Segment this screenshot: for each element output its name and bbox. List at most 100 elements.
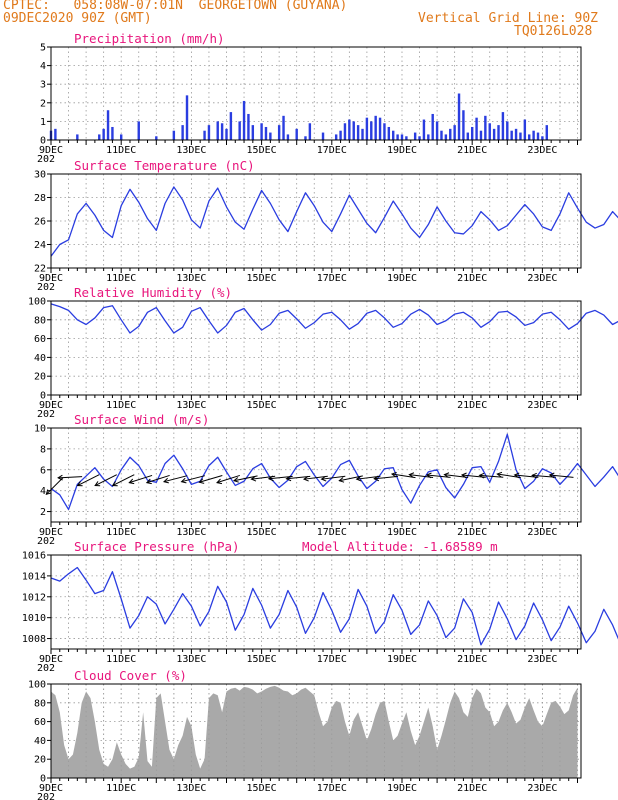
pressure-panel (47, 554, 618, 654)
cloud-xtick-year-cut: 202 (37, 792, 55, 800)
precip-xtick-label: 21DEC (457, 145, 487, 156)
precip-bar (378, 117, 382, 140)
rh-xtick-label: 23DEC (527, 400, 557, 411)
rh-xtick-label: 9DEC (39, 400, 63, 411)
wind-arrow-head (232, 477, 239, 483)
temp-ytick-label: 28 (34, 193, 46, 204)
cloud-xtick-label: 19DEC (387, 783, 417, 794)
cloud-ytick-label: 60 (34, 717, 46, 728)
rh-frame (50, 300, 582, 396)
wind-arrow-head (302, 475, 309, 482)
wind-arrow-head (198, 478, 205, 484)
precip-bar (361, 128, 364, 140)
wind-arrow-shaft (426, 474, 451, 478)
precip-bar (466, 132, 470, 140)
precip-bar (431, 113, 434, 140)
precip-bar (453, 125, 456, 140)
wind-arrow-shaft (77, 474, 100, 486)
rh-ytick-label: 100 (28, 297, 46, 308)
header-location: CPTEC: 058:08W-07:01N GEORGETOWN (GUYANA… (3, 0, 348, 13)
rh-title: Relative Humidity (%) (74, 285, 232, 300)
temp-ytick-label: 26 (34, 217, 46, 228)
wind-xtick-label: 17DEC (317, 527, 347, 538)
temp-xtick-label: 9DEC (39, 273, 63, 284)
precip-bar (111, 126, 114, 140)
wind-arrow-head (94, 481, 101, 487)
wind-arrow-head (216, 478, 223, 485)
cloud-panel (47, 683, 582, 783)
temp-xtick-label: 23DEC (527, 273, 557, 284)
precip-xtick-label: 23DEC (527, 145, 557, 156)
wind-xtick-label: 13DEC (176, 527, 206, 538)
precip-bar (484, 115, 487, 140)
precip-bar (242, 100, 246, 140)
cloud-xtick-label: 17DEC (317, 783, 347, 794)
wind-ytick-label: 8 (40, 444, 46, 455)
cloud-area (51, 685, 578, 778)
temp-ytick-label: 24 (34, 240, 46, 251)
precip-xtick-label: 15DEC (247, 145, 277, 156)
precip-bar (251, 125, 255, 140)
wind-arrow-shaft (146, 474, 170, 484)
wind-arrow-shaft (199, 475, 223, 483)
wind-arrow-head (180, 477, 187, 484)
wind-arrow-shaft (181, 475, 205, 483)
precip-bar (413, 132, 417, 140)
precip-panel (47, 46, 582, 145)
pressure-xtick-label: 15DEC (247, 654, 277, 665)
wind-xtick-label: 23DEC (527, 527, 557, 538)
precip-bar (501, 112, 505, 140)
wind-arrow-shaft (303, 475, 328, 480)
rh-ytick-label: 40 (34, 353, 46, 364)
cloud-ytick-label: 80 (34, 698, 46, 709)
pressure-ytick-label: 1014 (22, 571, 46, 582)
cloud-xtick-label: 9DEC (39, 783, 63, 794)
precip-bar (514, 128, 518, 140)
temp-panel (47, 173, 618, 273)
precip-bar (225, 128, 228, 140)
precip-ytick-label: 3 (40, 80, 46, 91)
precip-bar (400, 134, 404, 140)
precip-bar (282, 115, 285, 140)
precip-bar (321, 132, 325, 140)
precip-bar (106, 110, 110, 140)
precip-xtick-label: 11DEC (106, 145, 136, 156)
precip-bar (76, 134, 79, 140)
precip-bar (449, 128, 452, 140)
wind-arrow-head (355, 475, 362, 482)
precip-bar (295, 128, 298, 140)
precip-bar (277, 125, 281, 140)
precip-bar (470, 126, 474, 140)
wind-arrow-head (478, 472, 485, 479)
precip-bar (343, 123, 347, 140)
precip-bar (181, 125, 184, 140)
precip-bar (457, 93, 461, 140)
wind-arrow-shaft (391, 473, 416, 479)
rh-ytick-label: 80 (34, 315, 46, 326)
temp-xtick-label: 13DEC (176, 273, 206, 284)
precip-bar (220, 123, 224, 140)
pressure-xtick-year-cut: 202 (37, 663, 55, 674)
precip-bar (519, 132, 522, 140)
precip-xtick-label: 9DEC (39, 145, 63, 156)
wind-arrow-head (408, 472, 415, 478)
wind-arrow-head (425, 472, 432, 479)
wind-arrow-head (250, 475, 257, 482)
wind-arrow-head (338, 477, 345, 483)
precip-bar (506, 121, 509, 140)
wind-arrow-head (320, 475, 327, 482)
cloud-xtick-label: 11DEC (106, 783, 136, 794)
rh-xtick-label: 19DEC (387, 400, 417, 411)
wind-arrow-shaft (479, 474, 504, 478)
precip-bar (269, 132, 272, 140)
wind-arrow-head (57, 474, 63, 481)
wind-xtick-label: 21DEC (457, 527, 487, 538)
wind-xtick-label: 9DEC (39, 527, 63, 538)
pressure-ytick-label: 1008 (22, 634, 46, 645)
precip-bar (510, 130, 513, 140)
precip-bar (392, 130, 395, 140)
temp-xtick-label: 19DEC (387, 273, 417, 284)
temp-ytick-label: 22 (34, 264, 46, 275)
rh-xtick-label: 17DEC (317, 400, 347, 411)
